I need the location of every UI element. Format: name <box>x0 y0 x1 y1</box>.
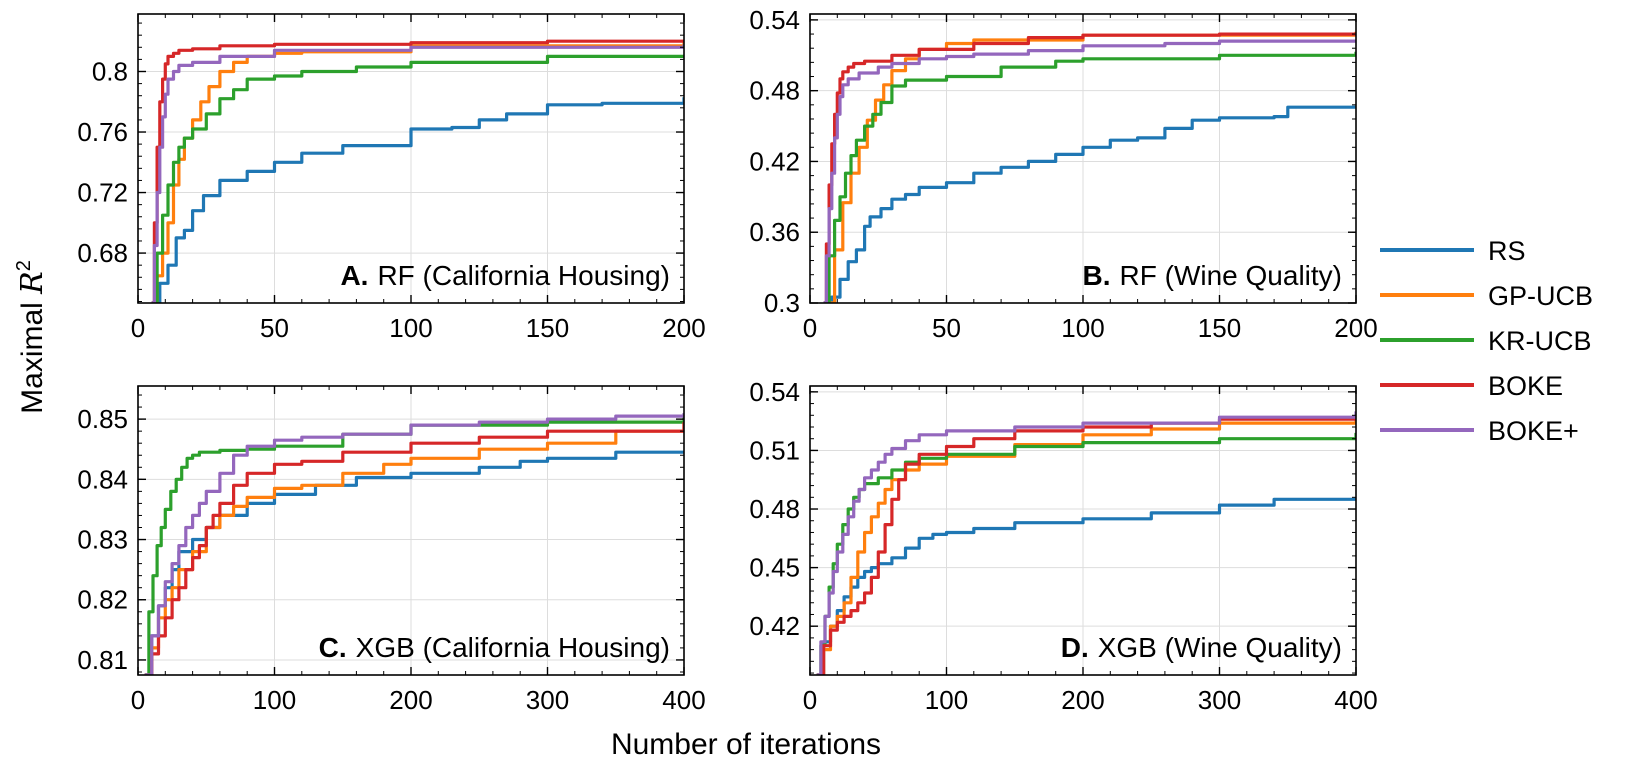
x-tick-label: 100 <box>253 685 296 715</box>
series-line-gp-ucb <box>816 415 1356 675</box>
y-tick-label: 0.72 <box>77 178 128 208</box>
y-tick-label: 0.8 <box>92 56 128 86</box>
y-tick-label: 0.42 <box>749 146 800 176</box>
panel-d: 0 100 200 300 400 0.42 0.45 0.48 0.51 0.54 D. XGB (… <box>749 377 1377 715</box>
y-tick-label: 0.54 <box>749 377 800 407</box>
y-tick-label: 0.76 <box>77 117 128 147</box>
x-tick-label: 0 <box>131 313 145 343</box>
series-line-kr-ucb <box>823 51 1356 303</box>
y-axis-title: Maximal R2 <box>13 260 50 414</box>
panel-a: 0 50 100 150 200 0.68 0.72 0.76 0.8 A. RF (Califor… <box>77 13 706 343</box>
series-group <box>816 411 1356 675</box>
series-line-boke- <box>823 39 1356 303</box>
x-tick-label: 400 <box>662 685 705 715</box>
y-tick-label: 0.83 <box>77 525 128 555</box>
y-tick-label: 0.68 <box>77 238 128 268</box>
panel-letter: A. <box>340 260 368 291</box>
x-tick-label: 0 <box>803 685 817 715</box>
legend-label: BOKE+ <box>1488 416 1579 446</box>
y-tick-label: 0.82 <box>77 585 128 615</box>
x-tick-label: 300 <box>1198 685 1241 715</box>
x-tick-label: 150 <box>1198 313 1241 343</box>
y-axis-title-prefix: Maximal <box>16 294 49 414</box>
panel-b: 0 50 100 150 200 0.3 0.36 0.42 0.48 0.54 B. RF (Win… <box>749 5 1377 343</box>
y-tick-label: 0.3 <box>764 288 800 318</box>
x-tick-label: 400 <box>1334 685 1377 715</box>
legend-label: GP-UCB <box>1488 281 1593 311</box>
panel-title-text: RF (California Housing) <box>377 260 670 291</box>
panel-title: C. XGB (California Housing) <box>319 632 670 663</box>
series-line-gp-ucb <box>144 422 684 675</box>
y-axis-title-variable: R <box>15 271 50 295</box>
y-tick-label: 0.36 <box>749 217 800 247</box>
y-axis-title-exponent: 2 <box>13 260 35 271</box>
series-group <box>144 413 684 675</box>
series-line-rs <box>151 97 684 303</box>
series-line-boke- <box>151 44 684 303</box>
series-line-boke <box>144 422 684 675</box>
series-group <box>823 31 1356 303</box>
legend-item-rs: RS <box>1380 236 1526 266</box>
y-tick-label: 0.54 <box>749 5 800 35</box>
panel-letter: C. <box>319 632 347 663</box>
legend-label: BOKE <box>1488 371 1563 401</box>
x-tick-label: 100 <box>389 313 432 343</box>
series-line-boke- <box>144 413 684 675</box>
series-line-boke <box>816 415 1356 675</box>
panel-title: B. RF (Wine Quality) <box>1083 260 1342 291</box>
y-tick-label: 0.81 <box>77 645 128 675</box>
legend: RS GP-UCB KR-UCB BOKE BOKE+ <box>1380 236 1593 446</box>
legend-item-boke-: BOKE+ <box>1380 416 1579 446</box>
series-group <box>151 39 684 303</box>
x-tick-label: 0 <box>131 685 145 715</box>
panel-title: D. XGB (Wine Quality) <box>1061 632 1342 663</box>
legend-item-kr-ucb: KR-UCB <box>1380 326 1592 356</box>
series-line-gp-ucb <box>151 39 684 303</box>
x-tick-label: 200 <box>662 313 705 343</box>
x-tick-label: 100 <box>925 685 968 715</box>
y-tick-label: 0.85 <box>77 404 128 434</box>
series-line-rs <box>823 105 1356 303</box>
panel-title: A. RF (California Housing) <box>340 260 670 291</box>
x-tick-label: 0 <box>803 313 817 343</box>
panel-letter: D. <box>1061 632 1089 663</box>
panel-title-text: XGB (California Housing) <box>356 632 670 663</box>
series-line-boke- <box>816 411 1356 675</box>
x-tick-label: 50 <box>932 313 961 343</box>
x-tick-label: 200 <box>389 685 432 715</box>
x-tick-label: 100 <box>1061 313 1104 343</box>
x-tick-label: 200 <box>1061 685 1104 715</box>
y-tick-label: 0.48 <box>749 76 800 106</box>
legend-label: KR-UCB <box>1488 326 1592 356</box>
x-tick-label: 50 <box>260 313 289 343</box>
y-tick-label: 0.84 <box>77 464 128 494</box>
panel-title-text: RF (Wine Quality) <box>1120 260 1342 291</box>
series-line-kr-ucb <box>151 54 684 303</box>
legend-item-boke: BOKE <box>1380 371 1563 401</box>
panel-c: 0 100 200 300 400 0.81 0.82 0.83 0.84 0.85 C. XGB (… <box>77 385 706 715</box>
y-tick-label: 0.51 <box>749 435 800 465</box>
y-tick-label: 0.48 <box>749 494 800 524</box>
y-tick-label: 0.42 <box>749 611 800 641</box>
legend-item-gp-ucb: GP-UCB <box>1380 281 1593 311</box>
x-tick-label: 200 <box>1334 313 1377 343</box>
series-line-boke <box>823 32 1356 303</box>
x-tick-label: 300 <box>526 685 569 715</box>
y-tick-label: 0.45 <box>749 553 800 583</box>
x-tick-label: 150 <box>526 313 569 343</box>
panel-letter: B. <box>1083 260 1111 291</box>
panel-title-text: XGB (Wine Quality) <box>1098 632 1342 663</box>
x-axis-title: Number of iterations <box>611 728 881 761</box>
panels: 0 50 100 150 200 0.68 0.72 0.76 0.8 A. RF (Califor… <box>77 5 1377 715</box>
legend-label: RS <box>1488 236 1526 266</box>
